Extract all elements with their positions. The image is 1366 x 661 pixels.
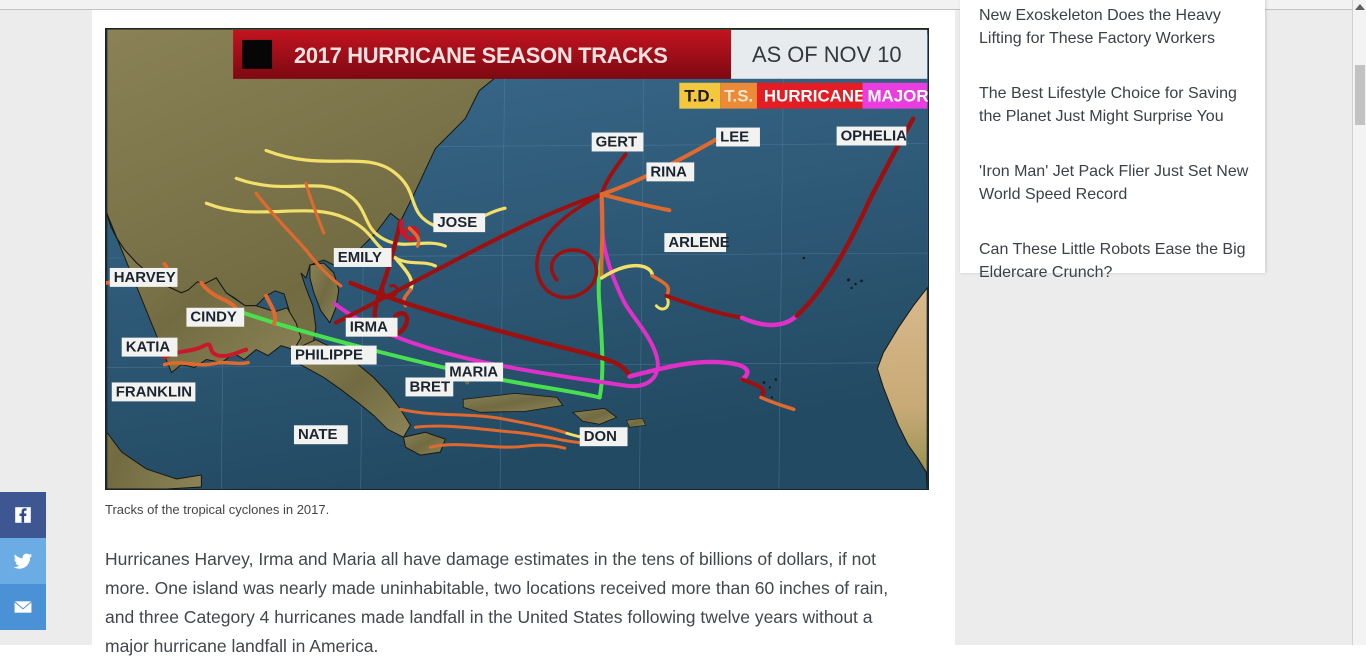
svg-text:CINDY: CINDY — [190, 309, 236, 326]
svg-text:KATIA: KATIA — [126, 339, 171, 356]
svg-text:AS OF NOV 10: AS OF NOV 10 — [752, 42, 902, 67]
svg-text:2017 HURRICANE SEASON TRACKS: 2017 HURRICANE SEASON TRACKS — [294, 43, 668, 68]
svg-text:GERT: GERT — [596, 133, 637, 150]
svg-text:MAJOR: MAJOR — [867, 87, 928, 106]
svg-text:LEE: LEE — [720, 129, 749, 146]
svg-text:HARVEY: HARVEY — [114, 269, 176, 286]
svg-text:EMILY: EMILY — [338, 249, 382, 266]
svg-text:T.S.: T.S. — [724, 87, 753, 106]
svg-text:MARIA: MARIA — [449, 363, 498, 380]
svg-text:FRANKLIN: FRANKLIN — [116, 383, 192, 400]
svg-text:IRMA: IRMA — [350, 319, 388, 336]
svg-text:ARLENE: ARLENE — [668, 234, 729, 251]
svg-text:HURRICANE: HURRICANE — [764, 87, 865, 106]
svg-text:JOSE: JOSE — [437, 214, 477, 231]
svg-text:PHILIPPE: PHILIPPE — [295, 347, 363, 364]
svg-text:NATE: NATE — [298, 426, 338, 443]
svg-text:DON: DON — [584, 428, 617, 445]
svg-text:OPHELIA: OPHELIA — [841, 128, 908, 145]
svg-text:RINA: RINA — [650, 163, 687, 180]
svg-text:T.D.: T.D. — [684, 87, 714, 106]
svg-text:BRET: BRET — [409, 378, 450, 395]
